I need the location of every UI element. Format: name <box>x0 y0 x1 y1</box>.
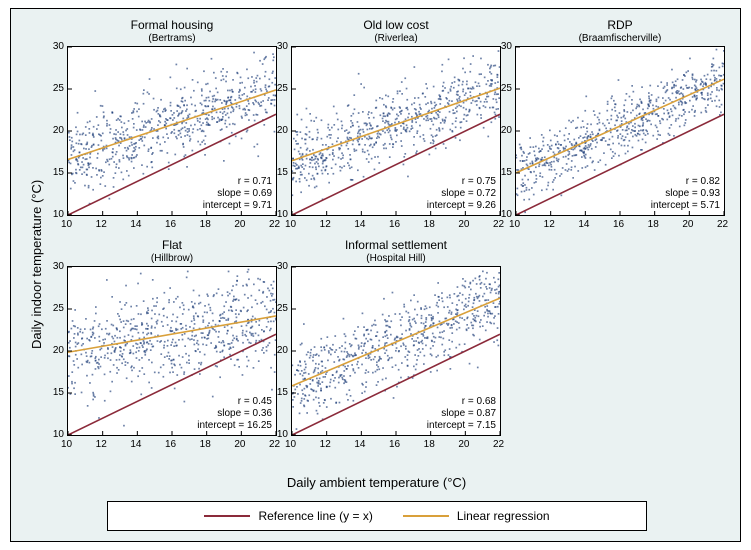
xtick-label: 16 <box>389 439 400 450</box>
xtick-label: 20 <box>458 219 469 230</box>
ytick-label: 15 <box>277 387 288 398</box>
ytick-label: 30 <box>277 41 288 52</box>
xtick-label: 14 <box>578 219 589 230</box>
legend-swatch-regression <box>403 515 449 517</box>
panel-subtitle: (Hospital Hill) <box>291 253 501 264</box>
legend-item-regression: Linear regression <box>403 509 550 523</box>
ytick-label: 15 <box>277 167 288 178</box>
xtick-label: 22 <box>269 219 280 230</box>
xtick-label: 12 <box>96 439 107 450</box>
xtick-label: 18 <box>424 439 435 450</box>
legend-swatch-reference <box>204 515 250 517</box>
panel-title: Flat <box>67 239 277 252</box>
ytick-label: 15 <box>53 387 64 398</box>
ytick-label: 20 <box>277 345 288 356</box>
panel-subtitle: (Bertrams) <box>67 33 277 44</box>
panel-plot: r = 0.82 slope = 0.93 intercept = 5.71 <box>515 46 725 216</box>
ytick-label: 15 <box>53 167 64 178</box>
ytick-label: 25 <box>501 83 512 94</box>
xtick-label: 20 <box>682 219 693 230</box>
xtick-label: 12 <box>544 219 555 230</box>
panel-4: Informal settlement(Hospital Hill)101520… <box>291 239 501 436</box>
panel-subtitle: (Riverlea) <box>291 33 501 44</box>
legend: Reference line (y = x) Linear regression <box>107 501 647 531</box>
ytick-label: 30 <box>53 41 64 52</box>
plot-area: Daily indoor temperature (°C) Daily ambi… <box>10 8 741 542</box>
figure: Daily indoor temperature (°C) Daily ambi… <box>0 0 751 550</box>
xtick-label: 10 <box>285 439 296 450</box>
ytick-label: 15 <box>501 167 512 178</box>
panel-title: Informal settlement <box>291 239 501 252</box>
xtick-label: 18 <box>200 439 211 450</box>
panel-stats: r = 0.71 slope = 0.69 intercept = 9.71 <box>203 176 272 212</box>
ytick-label: 25 <box>53 83 64 94</box>
panel-3: Flat(Hillbrow)101520253010121416182022r … <box>67 239 277 436</box>
panel-title: RDP <box>515 19 725 32</box>
xtick-label: 12 <box>320 219 331 230</box>
xtick-label: 18 <box>200 219 211 230</box>
legend-item-reference: Reference line (y = x) <box>204 509 372 523</box>
xtick-label: 14 <box>130 439 141 450</box>
xtick-label: 12 <box>96 219 107 230</box>
ytick-label: 20 <box>53 125 64 136</box>
ytick-label: 20 <box>501 125 512 136</box>
xtick-label: 22 <box>717 219 728 230</box>
panel-plot: r = 0.75 slope = 0.72 intercept = 9.26 <box>291 46 501 216</box>
xtick-label: 18 <box>424 219 435 230</box>
ytick-label: 30 <box>53 261 64 272</box>
panel-stats: r = 0.75 slope = 0.72 intercept = 9.26 <box>427 176 496 212</box>
panel-stats: r = 0.82 slope = 0.93 intercept = 5.71 <box>651 176 720 212</box>
legend-label-regression: Linear regression <box>457 509 550 523</box>
xtick-label: 10 <box>61 219 72 230</box>
panel-plot: r = 0.71 slope = 0.69 intercept = 9.71 <box>67 46 277 216</box>
xtick-label: 20 <box>458 439 469 450</box>
xtick-label: 14 <box>130 219 141 230</box>
x-axis-label: Daily ambient temperature (°C) <box>11 475 742 490</box>
panel-subtitle: (Hillbrow) <box>67 253 277 264</box>
panel-0: Formal housing(Bertrams)1015202530101214… <box>67 19 277 216</box>
xtick-label: 16 <box>165 219 176 230</box>
xtick-label: 10 <box>509 219 520 230</box>
y-axis-label: Daily indoor temperature (°C) <box>29 180 44 349</box>
xtick-label: 22 <box>493 219 504 230</box>
ytick-label: 25 <box>277 83 288 94</box>
panel-stats: r = 0.45 slope = 0.36 intercept = 16.25 <box>197 396 272 432</box>
ytick-label: 25 <box>53 303 64 314</box>
panel-2: RDP(Braamfischerville)101520253010121416… <box>515 19 725 216</box>
xtick-label: 22 <box>493 439 504 450</box>
panel-title: Formal housing <box>67 19 277 32</box>
xtick-label: 20 <box>234 219 245 230</box>
xtick-label: 20 <box>234 439 245 450</box>
xtick-label: 14 <box>354 219 365 230</box>
panel-stats: r = 0.68 slope = 0.87 intercept = 7.15 <box>427 396 496 432</box>
xtick-label: 16 <box>613 219 624 230</box>
xtick-label: 16 <box>389 219 400 230</box>
ytick-label: 20 <box>277 125 288 136</box>
ytick-label: 30 <box>277 261 288 272</box>
panel-subtitle: (Braamfischerville) <box>515 33 725 44</box>
xtick-label: 14 <box>354 439 365 450</box>
panel-1: Old low cost(Riverlea)101520253010121416… <box>291 19 501 216</box>
panel-title: Old low cost <box>291 19 501 32</box>
xtick-label: 12 <box>320 439 331 450</box>
xtick-label: 10 <box>61 439 72 450</box>
panel-plot: r = 0.45 slope = 0.36 intercept = 16.25 <box>67 266 277 436</box>
ytick-label: 25 <box>277 303 288 314</box>
xtick-label: 10 <box>285 219 296 230</box>
xtick-label: 18 <box>648 219 659 230</box>
panel-plot: r = 0.68 slope = 0.87 intercept = 7.15 <box>291 266 501 436</box>
panels-grid: Formal housing(Bertrams) 10 15 20 25 30 10 12 14… <box>67 19 727 459</box>
xtick-label: 22 <box>269 439 280 450</box>
ytick-label: 30 <box>501 41 512 52</box>
ytick-label: 20 <box>53 345 64 356</box>
legend-label-reference: Reference line (y = x) <box>258 509 372 523</box>
xtick-label: 16 <box>165 439 176 450</box>
